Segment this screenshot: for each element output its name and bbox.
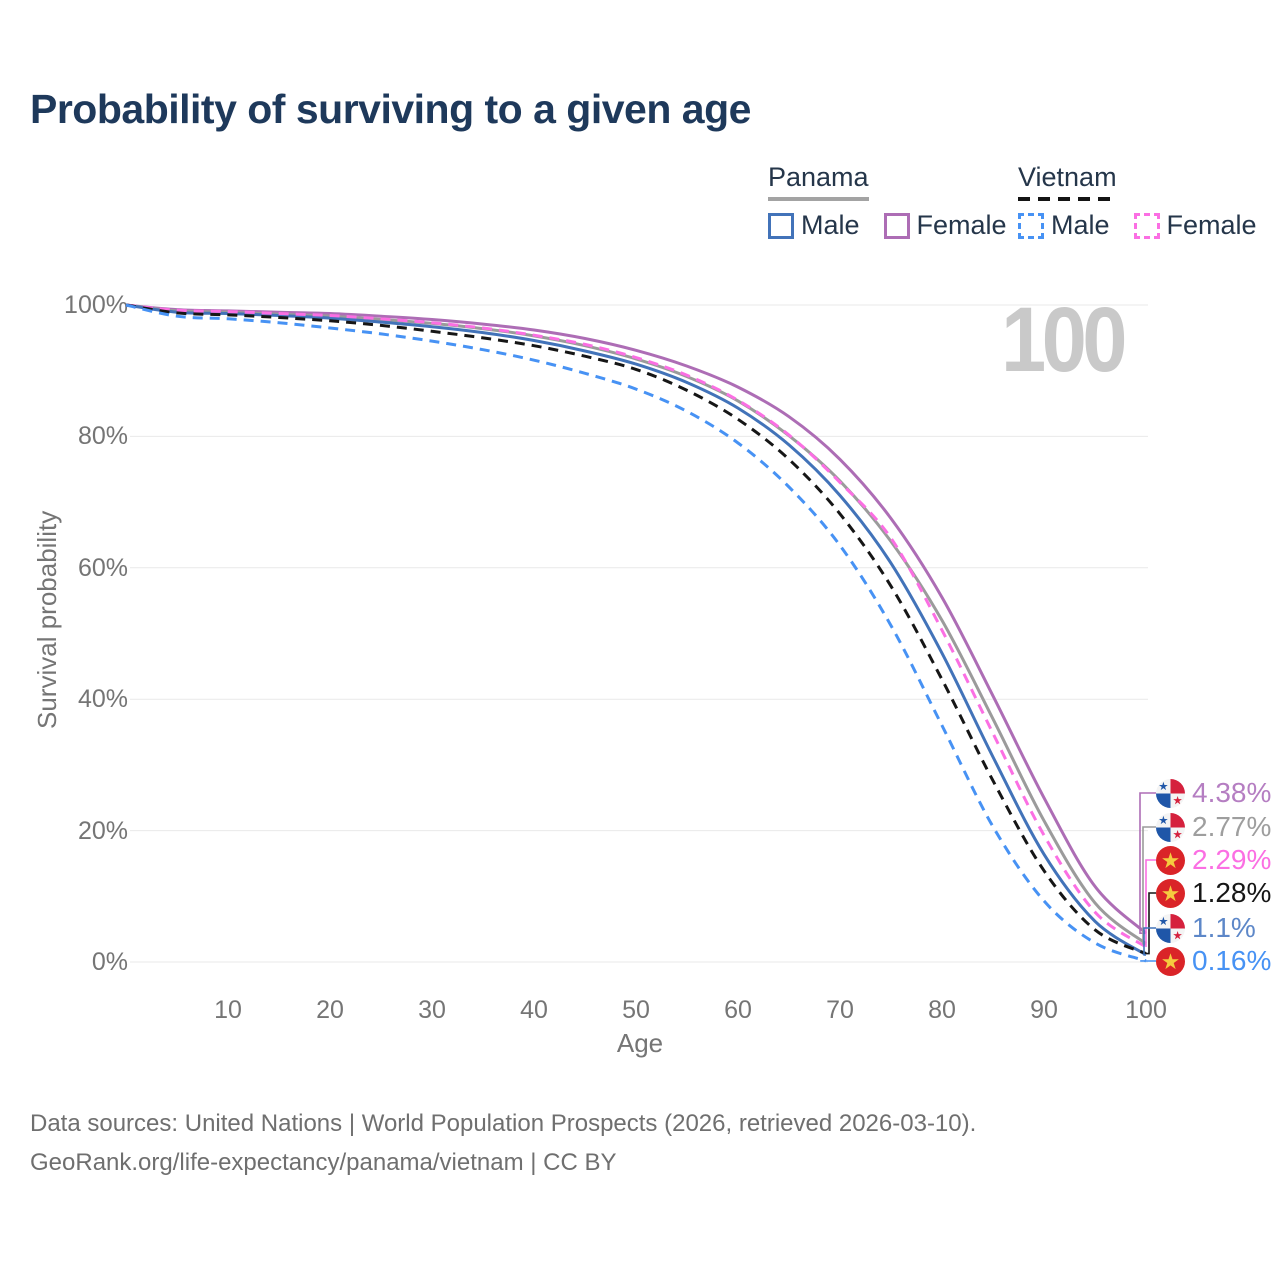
panama-solid-line-swatch-icon xyxy=(768,197,869,201)
vietnam-flag-icon xyxy=(1156,846,1185,875)
x-tick-label: 100 xyxy=(1125,996,1167,1024)
panama-female-swatch-icon xyxy=(883,212,910,239)
panama-flag-icon xyxy=(1156,813,1185,842)
legend-vietnam-title: Vietnam xyxy=(1018,162,1117,192)
y-axis-title: Survival probability xyxy=(32,510,62,730)
vietnam-male-swatch-icon xyxy=(1018,212,1044,239)
x-tick-label: 10 xyxy=(214,996,242,1024)
legend-label-panama-female: Female xyxy=(916,210,1007,240)
x-axis-title: Age xyxy=(616,1028,664,1058)
y-tick-label: 40% xyxy=(77,685,128,713)
end-label-value: 0.16% xyxy=(1192,945,1272,976)
series-end-label-vietnam-female: 2.29% xyxy=(1156,843,1271,877)
legend-item-vietnam-male: Male xyxy=(1018,210,1110,241)
x-tick-label: 80 xyxy=(928,996,956,1024)
footer-data-sources: Data sources: United Nations | World Pop… xyxy=(30,1110,977,1137)
y-axis-title-wrap: Survival probability xyxy=(32,500,62,740)
series-end-label-panama-all: 2.77% xyxy=(1156,810,1271,844)
legend-label-vietnam-female: Female xyxy=(1166,210,1257,240)
legend-label-panama-male: Male xyxy=(801,210,860,240)
y-tick-label: 0% xyxy=(91,948,128,976)
legend-group-panama: Panama Male Female xyxy=(768,162,1007,241)
end-label-value: 2.29% xyxy=(1192,844,1272,875)
end-label-value: 1.28% xyxy=(1192,877,1272,908)
footer: Data sources: United Nations | World Pop… xyxy=(30,1104,976,1182)
end-label-value: 4.38% xyxy=(1192,777,1272,808)
legend-vietnam-header: Vietnam xyxy=(1018,162,1117,201)
legend-item-panama-female: Female xyxy=(883,210,1007,241)
legend-item-panama-male: Male xyxy=(768,210,860,241)
legend-group-vietnam: Vietnam Male Female xyxy=(1018,162,1257,241)
y-tick-label: 80% xyxy=(77,422,128,450)
series-end-label-vietnam-male: 0.16% xyxy=(1156,944,1271,978)
series-end-label-panama-female: 4.38% xyxy=(1156,776,1271,810)
legend-panama-header: Panama xyxy=(768,162,869,201)
vietnam-flag-icon xyxy=(1156,879,1185,908)
y-tick-label: 20% xyxy=(77,817,128,845)
vietnam-female-swatch-icon xyxy=(1133,212,1160,239)
chart-title: Probability of surviving to a given age xyxy=(30,86,751,132)
x-tick-label: 70 xyxy=(826,996,854,1024)
y-tick-label: 60% xyxy=(77,554,128,582)
highlighted-age-watermark: 100 xyxy=(1001,289,1127,391)
y-tick-label: 100% xyxy=(64,291,128,319)
x-tick-label: 90 xyxy=(1030,996,1058,1024)
panama-male-swatch-icon xyxy=(768,212,794,239)
legend-label-vietnam-male: Male xyxy=(1051,210,1110,240)
x-tick-label: 40 xyxy=(520,996,548,1024)
footer-attribution: GeoRank.org/life-expectancy/panama/vietn… xyxy=(30,1149,617,1176)
panama-flag-icon xyxy=(1156,779,1185,808)
vietnam-flag-icon xyxy=(1156,947,1185,976)
x-tick-label: 30 xyxy=(418,996,446,1024)
end-label-value: 1.1% xyxy=(1192,912,1256,943)
legend-panama-title: Panama xyxy=(768,162,869,192)
end-label-value: 2.77% xyxy=(1192,811,1272,842)
panama-flag-icon xyxy=(1156,914,1185,943)
x-tick-label: 20 xyxy=(316,996,344,1024)
series-end-label-vietnam-all: 1.28% xyxy=(1156,876,1271,910)
x-tick-label: 60 xyxy=(724,996,752,1024)
vietnam-dashed-line-swatch-icon xyxy=(1018,197,1117,201)
series-end-label-panama-male: 1.1% xyxy=(1156,911,1256,945)
legend-item-vietnam-female: Female xyxy=(1133,210,1257,241)
x-tick-label: 50 xyxy=(622,996,650,1024)
